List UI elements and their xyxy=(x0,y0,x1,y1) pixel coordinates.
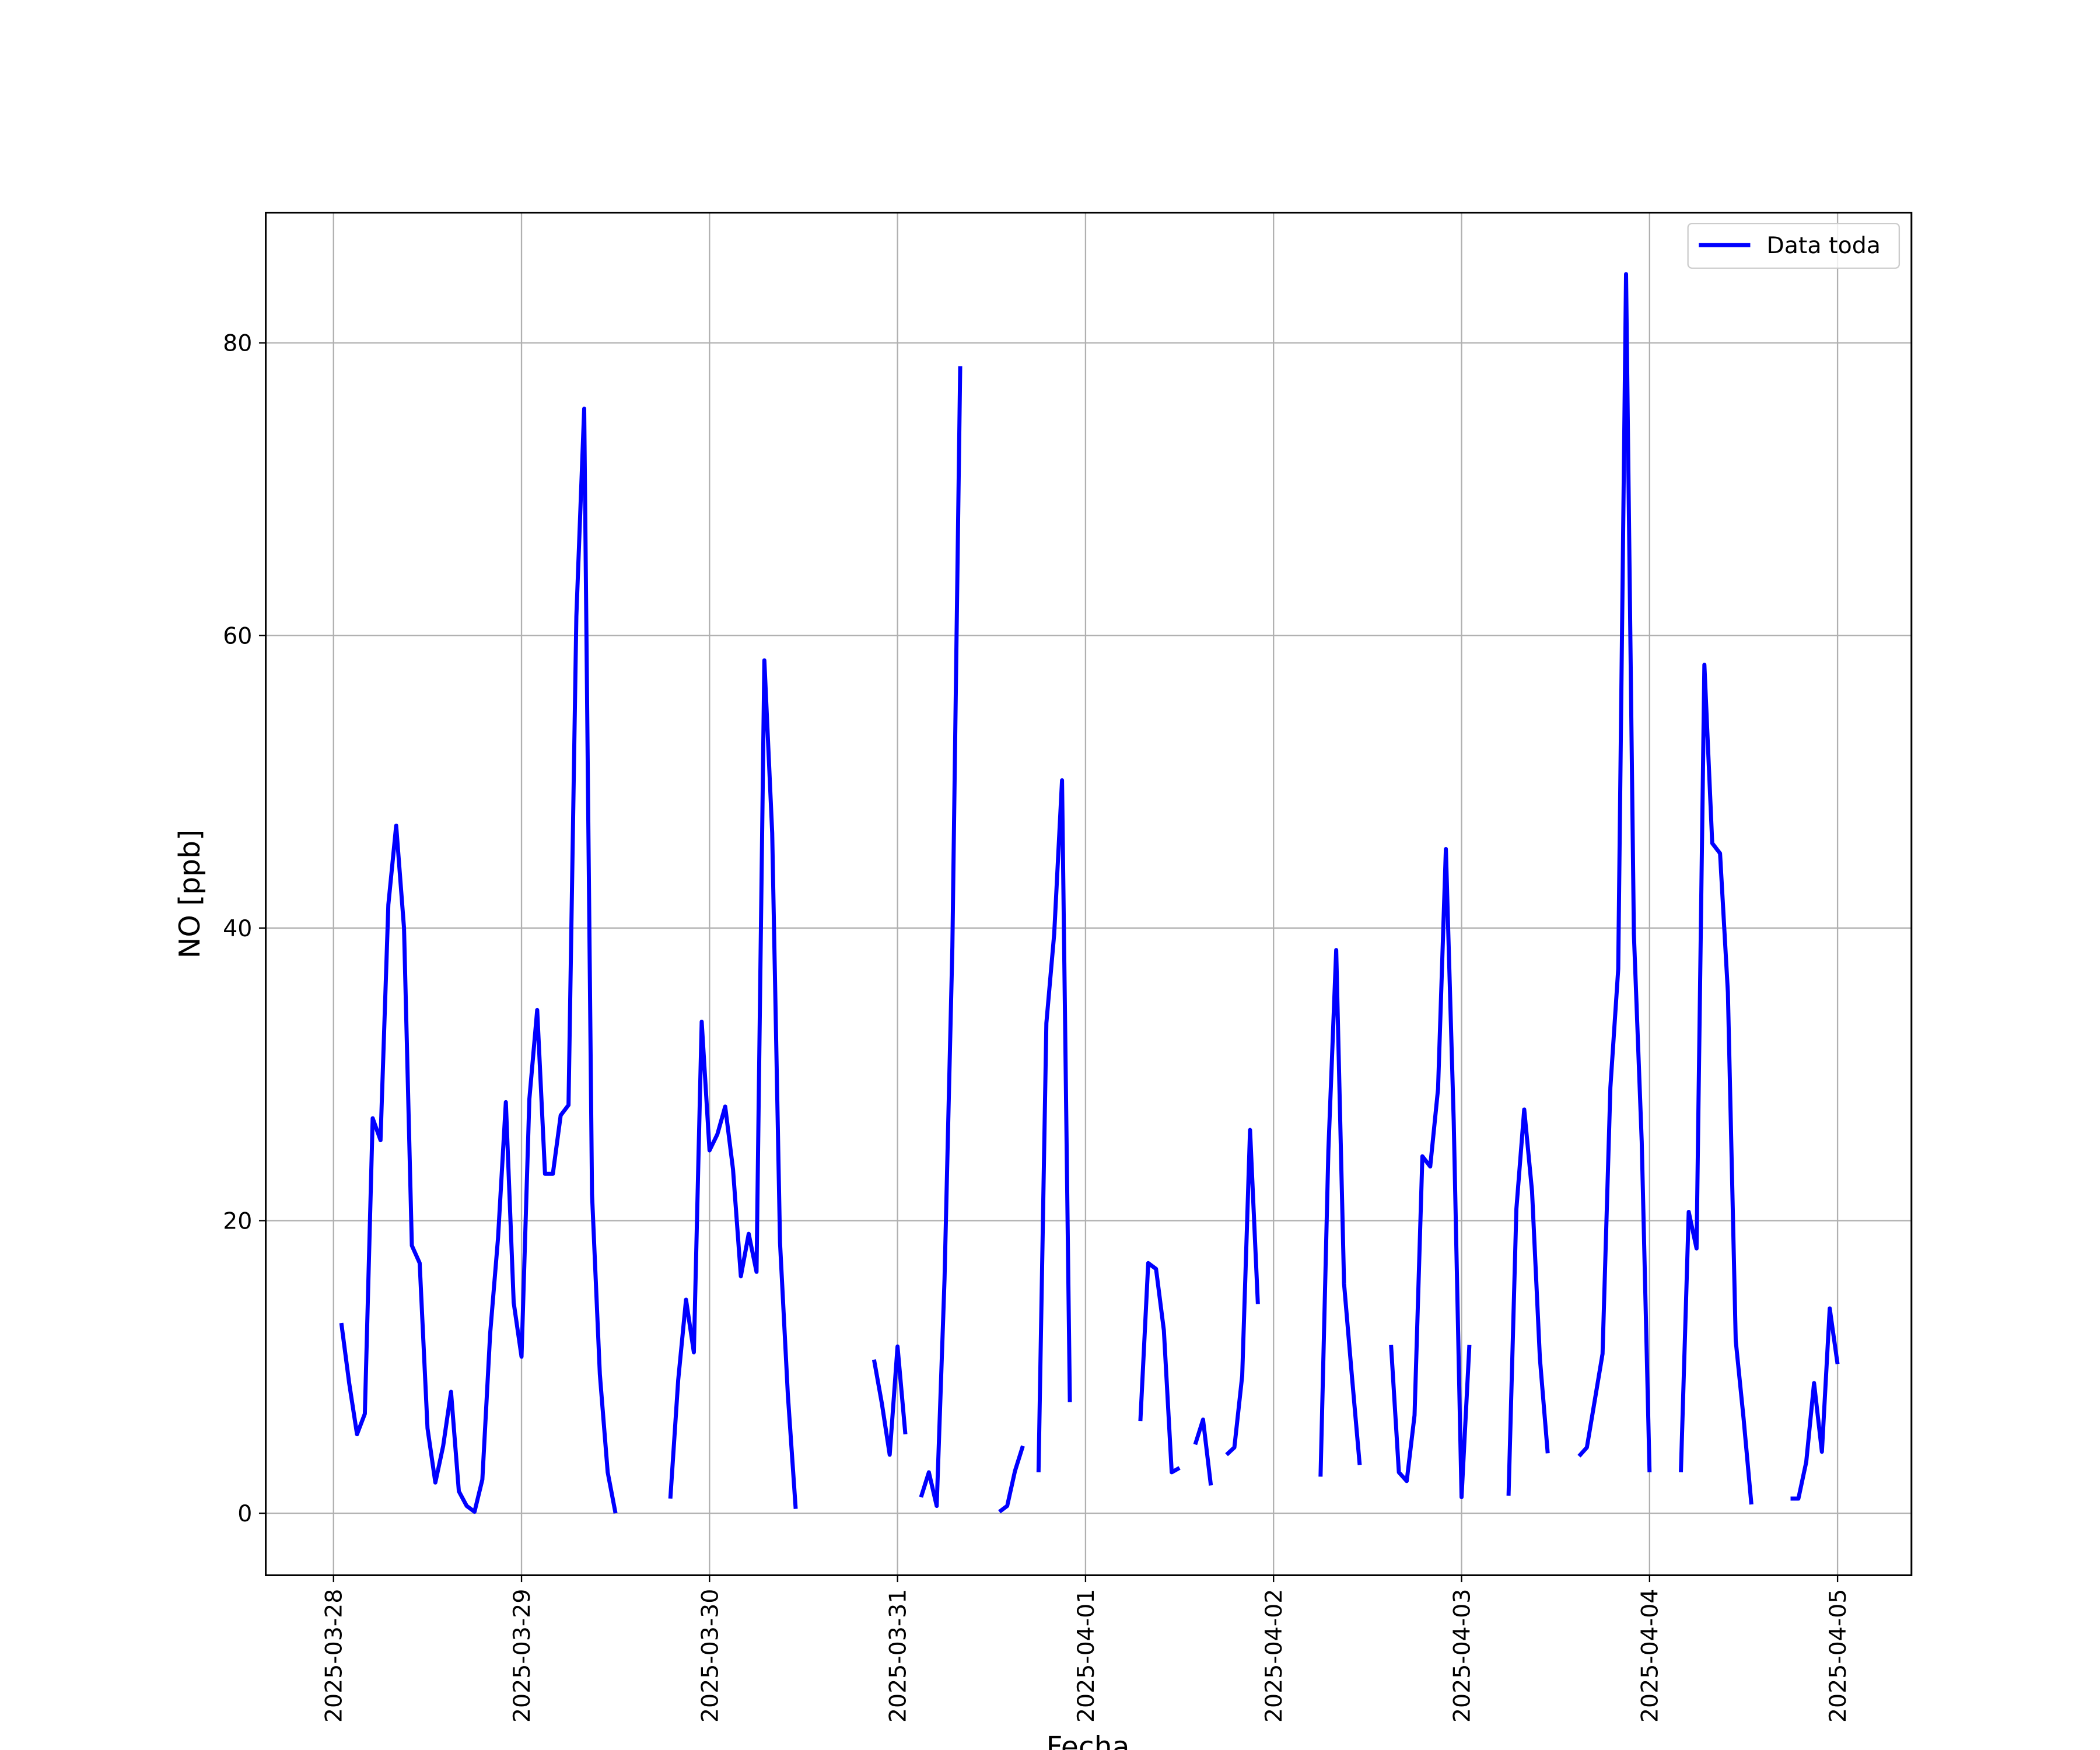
legend-box xyxy=(1687,222,1901,269)
y-tick-label: 40 xyxy=(223,915,252,942)
y-tick-label: 0 xyxy=(237,1500,252,1527)
x-tick-label: 2025-03-29 xyxy=(509,1589,536,1723)
data-line xyxy=(339,272,1840,1514)
x-axis-label: Fecha xyxy=(1046,1731,1130,1750)
x-tick-label: 2025-04-01 xyxy=(1073,1589,1100,1723)
x-tick-label: 2025-04-02 xyxy=(1261,1589,1287,1723)
x-tick-label: 2025-03-30 xyxy=(696,1589,723,1723)
y-tick-label: 20 xyxy=(223,1208,252,1234)
x-tick-label: 2025-04-05 xyxy=(1825,1589,1852,1723)
y-tick-label: 60 xyxy=(223,622,252,649)
x-tick-label: 2025-04-04 xyxy=(1637,1589,1664,1723)
y-axis-label: NO [ppb] xyxy=(174,830,206,958)
y-tick-label: 80 xyxy=(223,330,252,357)
plot-frame xyxy=(265,212,1913,1576)
legend-label: Data toda xyxy=(1766,232,1881,259)
x-tick-label: 2025-03-28 xyxy=(321,1589,348,1723)
x-tick-label: 2025-04-03 xyxy=(1448,1589,1475,1723)
x-tick-label: 2025-03-31 xyxy=(885,1589,912,1723)
